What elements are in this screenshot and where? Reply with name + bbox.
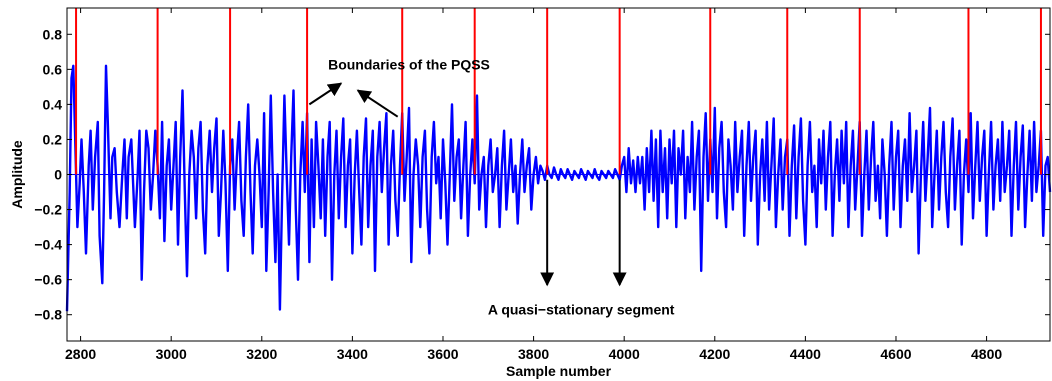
y-axis: −0.8 −0.6 −0.4 −0.2 0 0.2 0.4 0.6 0.8	[34, 26, 1050, 323]
y-tick-label: 0.8	[43, 26, 63, 42]
y-tick-label: −0.8	[34, 307, 62, 323]
x-tick-label: 4200	[699, 346, 730, 362]
y-tick-label: −0.2	[34, 202, 62, 218]
x-tick-label: 4400	[790, 346, 821, 362]
y-tick-label: −0.6	[34, 272, 62, 288]
annotation-arrow	[308, 82, 343, 106]
x-axis: 2800 3000 3200 3400 3600 3800 4000 4200 4400 4600…	[65, 8, 1002, 362]
x-tick-label: 3200	[246, 346, 277, 362]
x-tick-label: 4800	[971, 346, 1002, 362]
y-axis-label: Amplitude	[9, 140, 25, 209]
y-tick-label: 0	[54, 167, 62, 183]
signal-series-line	[65, 64, 1052, 312]
annotation-boundaries: Boundaries of the PQSS	[328, 56, 490, 72]
x-axis-label: Sample number	[506, 363, 612, 379]
annotation-arrow	[356, 89, 399, 118]
y-tick-label: 0.4	[43, 96, 63, 112]
x-tick-label: 3400	[337, 346, 368, 362]
x-tick-label: 3000	[156, 346, 187, 362]
annotation-quasi-segment: A quasi−stationary segment	[488, 302, 675, 318]
x-tick-label: 3800	[518, 346, 549, 362]
x-tick-label: 3600	[427, 346, 458, 362]
y-tick-label: 0.2	[43, 131, 63, 147]
x-tick-label: 2800	[65, 346, 96, 362]
x-tick-label: 4000	[609, 346, 640, 362]
x-tick-label: 4600	[880, 346, 911, 362]
y-tick-label: −0.4	[34, 237, 62, 253]
y-tick-label: 0.6	[43, 61, 63, 77]
